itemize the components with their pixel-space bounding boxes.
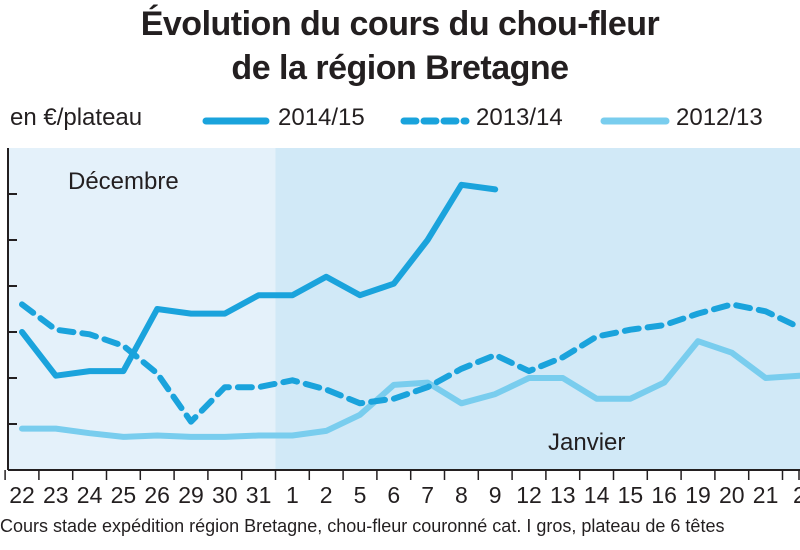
x-tick-label: 8: [455, 482, 468, 508]
x-tick-label: 29: [178, 482, 204, 508]
legend-label-2012-13: 2012/13: [676, 104, 763, 131]
x-tick-label: 22: [9, 482, 35, 508]
x-tick-label: 5: [354, 482, 367, 508]
month-label-december: Décembre: [68, 168, 179, 195]
series-line-2012-13: [19, 338, 800, 440]
x-tick-label: 14: [584, 482, 610, 508]
chart-footnote: Cours stade expédition région Bretagne, …: [0, 516, 725, 536]
x-tick-label: 16: [651, 482, 677, 508]
x-tick-label: 12: [516, 482, 542, 508]
x-tick-label: 15: [618, 482, 644, 508]
x-tick-label: 31: [246, 482, 272, 508]
legend-label-2013-14: 2013/14: [476, 104, 563, 131]
x-tick-label: 1: [286, 482, 299, 508]
x-tick-label: 6: [387, 482, 400, 508]
month-label-january: Janvier: [548, 429, 625, 456]
series-line-2013-14: [19, 301, 800, 425]
x-tick-label: 24: [77, 482, 103, 508]
x-tick-label: 19: [685, 482, 711, 508]
x-tick-label: 20: [719, 482, 745, 508]
x-tick-label: 7: [421, 482, 434, 508]
x-tick-label: 26: [144, 482, 170, 508]
x-tick-label: 9: [489, 482, 502, 508]
legend-label-2014-15: 2014/15: [278, 104, 365, 131]
chart-title-line2: de la région Bretagne: [231, 49, 569, 87]
x-tick-label: 25: [111, 482, 137, 508]
x-tick-label: 30: [212, 482, 238, 508]
chart-title-line1: Évolution du cours du chou-fleur: [140, 5, 660, 43]
x-tick-label: 13: [550, 482, 576, 508]
y-axis-unit-label: en €/plateau: [10, 104, 143, 131]
x-tick-label: 2: [320, 482, 333, 508]
x-tick-label: 23: [43, 482, 69, 508]
x-tick-label: 21: [753, 482, 779, 508]
series-line-2014-15: [19, 181, 499, 379]
x-tick-label: 2: [793, 482, 800, 508]
